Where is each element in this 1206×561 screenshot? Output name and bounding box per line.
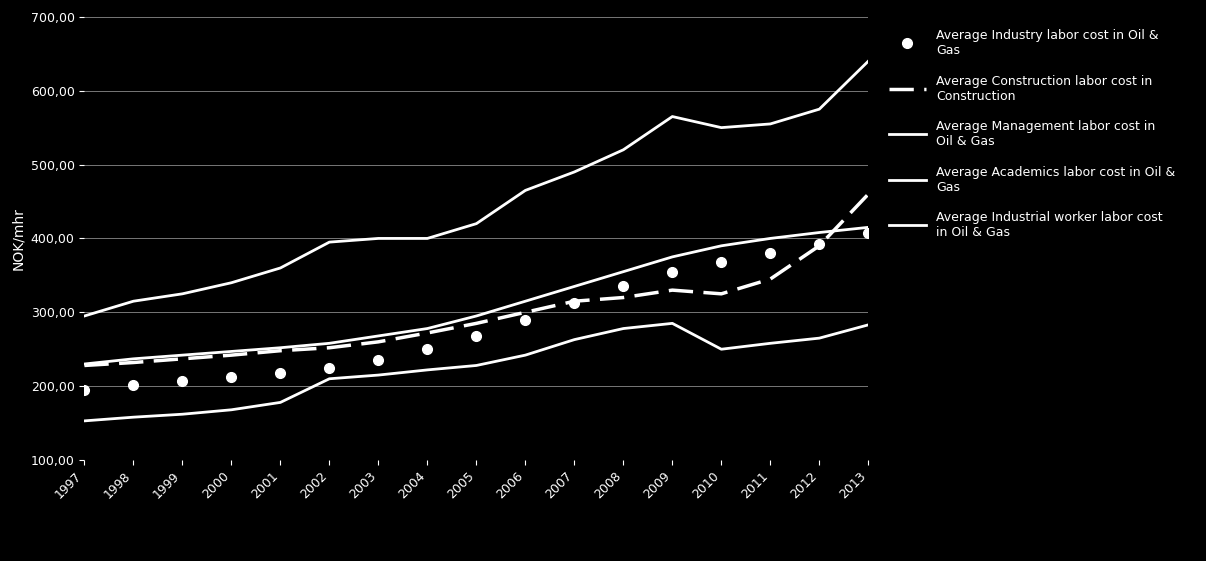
Y-axis label: NOK/mhr: NOK/mhr (11, 207, 25, 270)
Legend: Average Industry labor cost in Oil &
Gas, Average Construction labor cost in
Con: Average Industry labor cost in Oil & Gas… (883, 23, 1182, 246)
